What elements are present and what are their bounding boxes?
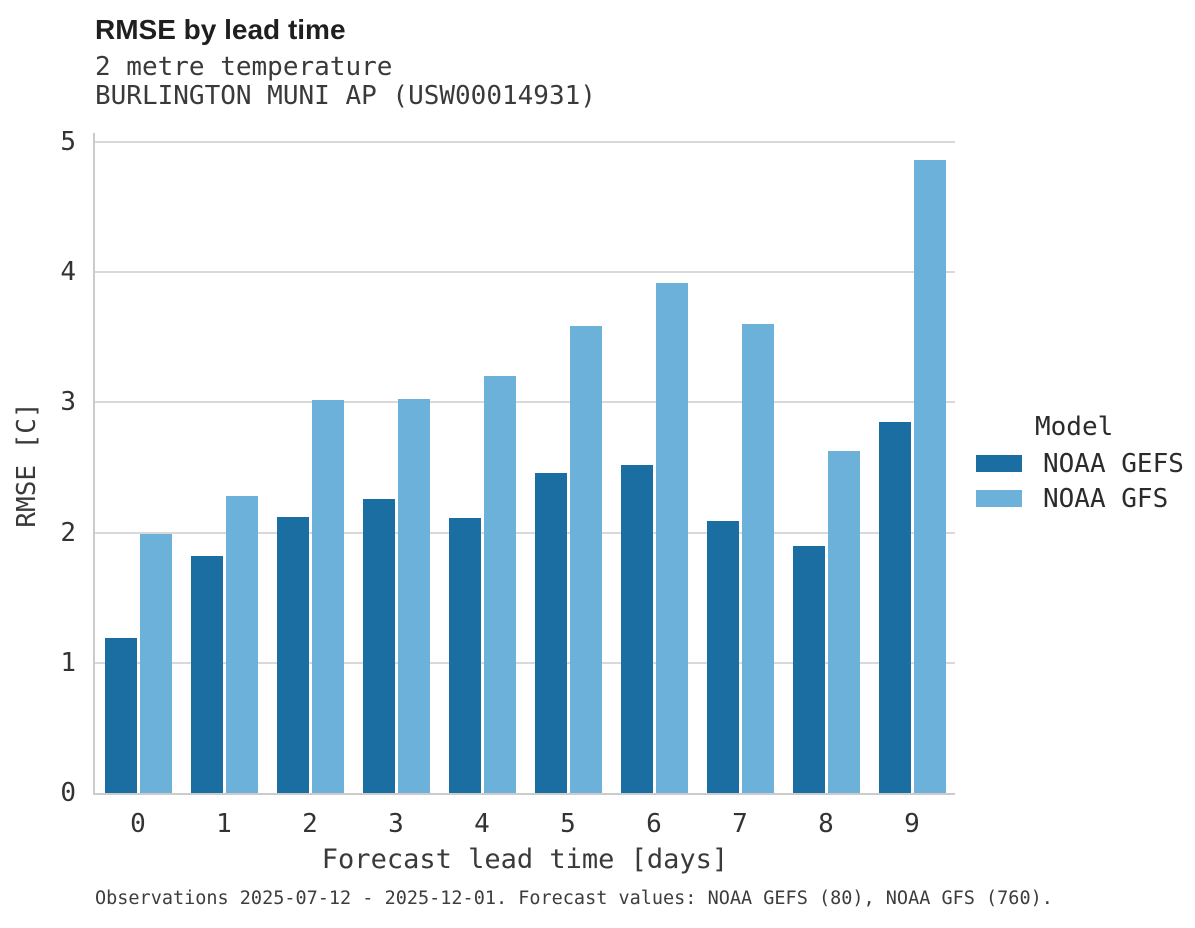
gridline-y-1 xyxy=(95,661,955,664)
legend-title: Model xyxy=(1035,412,1114,442)
chart-title: RMSE by lead time xyxy=(95,14,346,45)
chart-header: RMSE by lead time 2 metre temperature BU… xyxy=(95,14,596,111)
y-tick-label-0: 0 xyxy=(60,778,76,808)
x-tick-label-1: 1 xyxy=(216,809,232,839)
x-tick-label-0: 0 xyxy=(130,809,146,839)
x-tick-label-5: 5 xyxy=(560,809,576,839)
x-tick-label-3: 3 xyxy=(388,809,404,839)
bar-noaa-gefs-lead-0 xyxy=(104,638,137,793)
y-tick-label-1: 1 xyxy=(60,647,76,678)
plot-area: 0 1 2 3 4 5 0 1 2 3 4 5 6 7 8 9 xyxy=(60,129,955,839)
bar-noaa-gefs-lead-8 xyxy=(792,545,825,793)
y-axis-title: RMSE [C] xyxy=(12,402,42,528)
x-tick-label-2: 2 xyxy=(302,809,318,839)
footer-caption: Observations 2025-07-12 - 2025-12-01. Fo… xyxy=(95,888,1053,909)
legend-item-noaa-gfs: NOAA GFS xyxy=(976,481,1184,516)
bar-noaa-gefs-lead-1 xyxy=(190,556,223,793)
legend-item-noaa-gefs: NOAA GEFS xyxy=(976,446,1184,481)
bar-noaa-gefs-lead-3 xyxy=(362,498,395,793)
gridline-y-4 xyxy=(95,271,955,274)
bar-noaa-gfs-lead-7 xyxy=(741,324,774,793)
x-tick-label-4: 4 xyxy=(474,809,490,839)
legend-items: NOAA GEFS NOAA GFS xyxy=(976,446,1184,516)
legend-swatch-noaa-gfs xyxy=(976,490,1022,507)
chart-subtitle-variable: 2 metre temperature xyxy=(95,52,393,82)
bar-noaa-gfs-lead-0 xyxy=(139,533,172,793)
bar-noaa-gfs-lead-5 xyxy=(569,325,602,793)
bar-noaa-gfs-lead-4 xyxy=(483,376,516,793)
y-tick-label-4: 4 xyxy=(60,257,76,288)
gridline-y-3 xyxy=(95,401,955,404)
bar-noaa-gefs-lead-2 xyxy=(276,517,309,793)
x-tick-label-7: 7 xyxy=(732,809,748,839)
x-axis-title: Forecast lead time [days] xyxy=(321,844,729,875)
legend-swatch-noaa-gefs xyxy=(976,455,1022,472)
x-tick-label-8: 8 xyxy=(818,809,834,839)
y-tick-label-3: 3 xyxy=(60,387,76,418)
x-tick-label-9: 9 xyxy=(904,809,920,839)
bar-noaa-gfs-lead-1 xyxy=(225,496,258,793)
bar-noaa-gfs-lead-8 xyxy=(827,450,860,793)
gridline-y-5 xyxy=(95,141,955,144)
bar-noaa-gfs-lead-9 xyxy=(913,160,946,793)
y-tick-label-2: 2 xyxy=(60,517,76,548)
bar-noaa-gfs-lead-3 xyxy=(397,398,430,793)
legend-label-noaa-gfs: NOAA GFS xyxy=(1043,483,1169,514)
bar-noaa-gfs-lead-6 xyxy=(655,282,688,793)
bar-noaa-gefs-lead-9 xyxy=(878,422,911,793)
y-tick-label-5: 5 xyxy=(60,127,76,158)
legend-label-noaa-gefs: NOAA GEFS xyxy=(1043,448,1184,479)
bar-noaa-gefs-lead-4 xyxy=(448,518,481,793)
legend: Model NOAA GEFS NOAA GFS xyxy=(976,412,1184,516)
bar-noaa-gefs-lead-7 xyxy=(706,520,739,793)
bar-noaa-gefs-lead-5 xyxy=(534,472,567,793)
chart-subtitle-station: BURLINGTON MUNI AP (USW00014931) xyxy=(95,81,596,111)
x-tick-label-6: 6 xyxy=(646,809,662,839)
bar-noaa-gefs-lead-6 xyxy=(620,464,653,793)
bar-noaa-gfs-lead-2 xyxy=(311,399,344,793)
gridline-y-2 xyxy=(95,531,955,534)
